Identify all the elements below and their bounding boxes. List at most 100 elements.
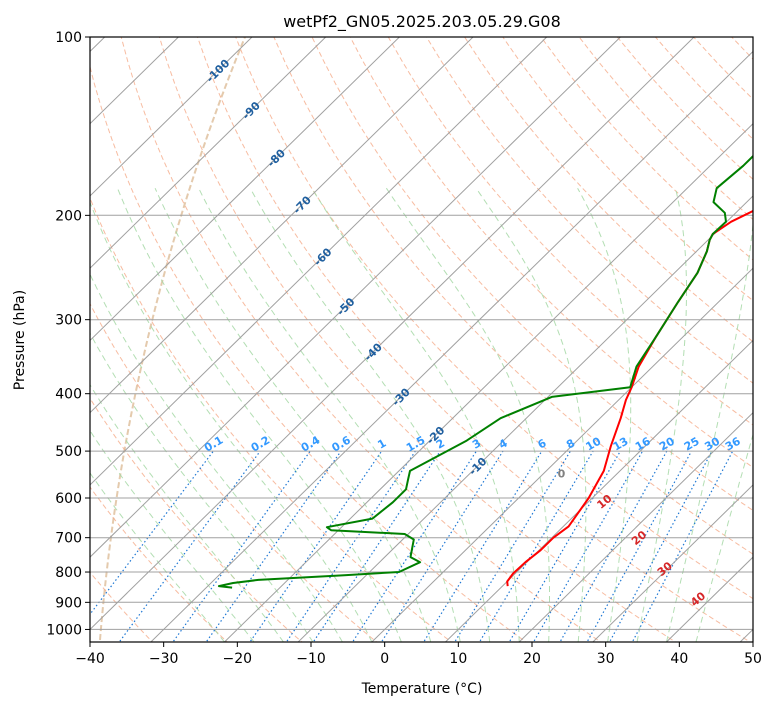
mixing-ratio-label: 8 — [564, 437, 577, 452]
moist-adiabat-label: 0 — [558, 467, 566, 480]
isotherm-line — [90, 37, 474, 414]
moist-adiabat — [636, 188, 687, 642]
x-tick-label: 30 — [597, 651, 615, 667]
moist-adiabat — [90, 472, 225, 642]
moist-adiabat — [249, 187, 491, 642]
dry-adiabat — [197, 37, 752, 642]
mixing-ratio-line — [586, 450, 693, 642]
gridlines — [90, 37, 753, 642]
background-arc — [99, 37, 246, 641]
x-tick-label: 40 — [670, 651, 688, 667]
y-tick-label: 700 — [55, 531, 82, 547]
dry-adiabat — [540, 37, 753, 261]
dry-adiabat — [235, 37, 753, 600]
y-axis-label: Pressure (hPa) — [12, 290, 28, 390]
dry-adiabat — [90, 302, 378, 642]
dry-adiabat — [311, 37, 753, 512]
dewpoint-profile — [217, 154, 753, 589]
mixing-ratio-label: 4 — [497, 436, 510, 451]
dry-adiabat — [273, 37, 753, 555]
moist-adiabat — [90, 429, 255, 642]
x-tick-label: 0 — [380, 651, 389, 667]
mixing-ratio-line — [312, 450, 441, 642]
x-tick-label: 10 — [449, 651, 467, 667]
x-tick-label: 50 — [744, 651, 762, 667]
dry-adiabat — [90, 64, 527, 642]
mixing-ratio-line — [90, 450, 214, 616]
moist-adiabat — [666, 219, 753, 642]
x-tick-label: 20 — [523, 651, 541, 667]
y-tick-label: 900 — [55, 595, 82, 611]
isotherm-line — [90, 37, 695, 631]
dry-adiabat — [387, 37, 753, 426]
dry-adiabat-label: 30 — [655, 559, 675, 579]
dry-adiabat — [655, 37, 753, 140]
x-tick-label: −40 — [75, 651, 105, 667]
mixing-ratio-line — [351, 450, 477, 642]
mixing-ratio-line — [532, 450, 644, 642]
mixing-ratio-line — [454, 450, 571, 642]
isotherm-line — [518, 411, 753, 642]
dry-adiabat — [90, 196, 453, 642]
isotherm-line — [592, 484, 753, 642]
moist-adiabat — [90, 332, 314, 642]
mixing-ratio-line — [631, 450, 734, 642]
y-tick-label: 300 — [55, 313, 82, 329]
mixing-ratio-line — [508, 450, 621, 642]
dry-adiabat — [90, 486, 228, 642]
mixing-ratio-line — [118, 450, 261, 642]
moist-adiabat — [385, 187, 550, 642]
y-axis: 100 200 300 400 500 600 700 800 900 1000 — [46, 30, 90, 638]
moist-adiabat — [311, 187, 520, 642]
dry-adiabat — [90, 397, 303, 642]
background-lines — [90, 37, 775, 644]
mixing-ratio-label: 6 — [535, 436, 548, 451]
plot-frame — [89, 36, 754, 643]
mixing-ratio-label: 1 — [375, 437, 388, 452]
chart-title: wetPf2_GN05.2025.203.05.29.G08 — [283, 12, 561, 32]
isotherm-line — [297, 195, 753, 642]
mixing-ratio-line — [285, 450, 416, 642]
isotherm-line — [90, 37, 253, 197]
y-tick-label: 800 — [55, 565, 82, 581]
isotherm-line — [90, 37, 622, 558]
isotherm-line — [90, 37, 548, 486]
isotherm-line — [90, 37, 401, 342]
dry-adiabat — [502, 37, 753, 302]
mixing-ratio-line — [422, 450, 543, 642]
mixing-ratio-line — [172, 450, 311, 642]
moist-adiabat — [90, 273, 343, 642]
series-layer — [217, 154, 753, 589]
x-tick-label: −10 — [296, 651, 326, 667]
moist-adiabat — [117, 188, 402, 642]
isotherm-line — [223, 123, 753, 642]
dry-adiabat — [693, 37, 753, 100]
y-tick-label: 200 — [55, 208, 82, 224]
isotherm-line — [150, 50, 753, 642]
x-tick-label: −30 — [149, 651, 179, 667]
moist-adiabat — [475, 187, 587, 642]
mixing-ratio-line — [608, 450, 713, 642]
isotherm-line — [90, 37, 327, 269]
moist-adiabat — [90, 383, 284, 642]
mixing-ratio-label: 3 — [470, 437, 483, 452]
dry-adiabat — [770, 37, 775, 644]
mixing-ratio-line — [559, 450, 668, 642]
dry-adiabat — [464, 37, 753, 343]
y-tick-label: 1000 — [46, 622, 82, 638]
mixing-ratio-line — [249, 450, 383, 642]
y-tick-label: 600 — [55, 491, 82, 507]
y-tick-label: 100 — [55, 30, 82, 46]
x-axis-label: Temperature (°C) — [361, 681, 483, 697]
isotherm-line — [371, 267, 753, 642]
dry-adiabat — [578, 37, 753, 221]
x-tick-label: −20 — [223, 651, 253, 667]
dry-adiabat-label: 40 — [688, 589, 708, 609]
moist-adiabat — [577, 187, 632, 642]
isotherm-line — [444, 339, 753, 642]
mixing-ratio-line — [478, 450, 594, 642]
moist-adiabat — [154, 187, 432, 642]
y-tick-label: 400 — [55, 387, 82, 403]
mixing-ratio-line — [205, 450, 342, 642]
